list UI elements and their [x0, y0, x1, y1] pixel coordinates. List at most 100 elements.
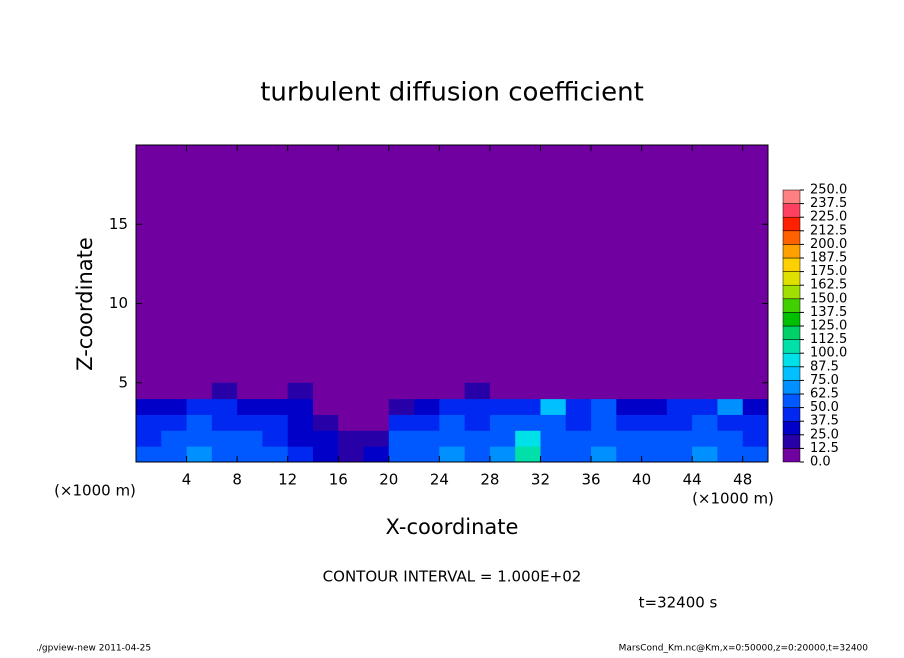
heat-cell [464, 414, 491, 431]
heat-cell [464, 398, 491, 415]
heat-cell [641, 382, 668, 400]
time-label: t=32400 s [639, 594, 718, 612]
heat-cell [338, 430, 365, 447]
heat-cell [692, 446, 718, 463]
heat-cell [363, 382, 390, 400]
colorbar-label: 12.5 [810, 441, 839, 456]
heat-cell [262, 446, 289, 463]
heat-cell [312, 414, 339, 431]
colorbar-label: 112.5 [810, 332, 847, 347]
heat-cell [641, 414, 668, 431]
x-axis-label: X-coordinate [386, 515, 519, 539]
colorbar-bin [782, 244, 801, 259]
x-unit: (×1000 m) [54, 482, 136, 500]
heat-cell [742, 414, 769, 431]
colorbar-label: 137.5 [810, 305, 847, 320]
heat-cell [565, 382, 592, 400]
heat-cell [565, 398, 592, 415]
heat-cell [616, 398, 643, 415]
colorbar-label: 237.5 [810, 196, 847, 211]
y-axis-label: Z-coordinate [73, 237, 97, 371]
heat-cell [211, 414, 238, 431]
colorbar-label: 37.5 [810, 414, 839, 429]
heat-cell [388, 382, 415, 400]
heat-cell [136, 398, 162, 415]
colorbar-bin [782, 203, 801, 218]
colorbar-label: 0.0 [810, 455, 831, 470]
colorbar-label: 87.5 [810, 359, 839, 374]
heat-cell [388, 446, 415, 463]
heat-cell [312, 430, 339, 447]
heat-cell [666, 398, 693, 415]
heat-cell [312, 446, 339, 463]
heat-cell [186, 430, 213, 447]
heat-cell [692, 382, 718, 400]
heat-cell [388, 398, 415, 415]
heat-cell [211, 446, 238, 463]
colorbar-bin [782, 339, 801, 354]
heat-cell [363, 414, 390, 431]
heat-cell [414, 382, 440, 400]
x-tick-label: 28 [480, 471, 499, 489]
heat-cell [312, 382, 339, 400]
heat-cell [287, 398, 314, 415]
heat-cell [439, 382, 466, 400]
x-tick-label: 48 [733, 471, 752, 489]
colorbar-label: 175.0 [810, 264, 847, 279]
heat-cell [616, 414, 643, 431]
colorbar-label: 150.0 [810, 291, 847, 306]
heat-cell [591, 382, 617, 400]
heat-cell [161, 382, 188, 400]
heat-cell [742, 398, 769, 415]
heat-cell [312, 398, 339, 415]
heat-cell [717, 414, 744, 431]
chart-title: turbulent diffusion coefficient [260, 78, 644, 108]
heat-cell [591, 414, 617, 431]
heat-cell [287, 446, 314, 463]
colorbar-bin [782, 284, 801, 300]
heat-cell [692, 414, 718, 431]
heat-cell [717, 446, 744, 463]
heat-cell [464, 382, 491, 400]
heat-cell [515, 446, 541, 463]
heat-cell [338, 398, 365, 415]
footer-right: MarsCond_Km.nc@Km,x=0:50000,z=0:20000,t=… [619, 644, 869, 654]
colorbar-label: 250.0 [810, 183, 847, 198]
heat-cell [666, 414, 693, 431]
heat-cell [692, 430, 718, 447]
x-tick-label: 40 [632, 471, 651, 489]
heat-cell [742, 446, 769, 463]
heat-cell [641, 398, 668, 415]
colorbar-bin [782, 366, 801, 381]
heat-cell [287, 382, 314, 400]
heat-cell [515, 430, 541, 447]
heat-cell [489, 414, 516, 431]
x-tick-label: 32 [531, 471, 550, 489]
heat-cell [388, 414, 415, 431]
heat-cell [237, 430, 263, 447]
colorbar-bin [782, 189, 801, 204]
heat-cell [414, 446, 440, 463]
heat-cell [136, 430, 162, 447]
heat-cell [186, 446, 213, 463]
colorbar-label: 125.0 [810, 319, 847, 334]
colorbar-label: 225.0 [810, 210, 847, 225]
colorbar-label: 50.0 [810, 400, 839, 415]
heat-cell [439, 446, 466, 463]
heat-cell [692, 398, 718, 415]
heat-cell [338, 414, 365, 431]
heat-cell [161, 446, 188, 463]
heat-cell [489, 382, 516, 400]
heat-cell [363, 398, 390, 415]
colorbar-label: 75.0 [810, 373, 839, 388]
heat-cell [237, 382, 263, 400]
contour-note: CONTOUR INTERVAL = 1.000E+02 [323, 568, 582, 586]
heat-cell [717, 382, 744, 400]
colorbar-bin [782, 434, 801, 449]
x-unit-right: (×1000 m) [692, 490, 774, 508]
heat-cell [540, 398, 567, 415]
heat-cell [464, 446, 491, 463]
footer-left: ./gpview-new 2011-04-25 [36, 644, 151, 654]
heat-cell [363, 430, 390, 447]
